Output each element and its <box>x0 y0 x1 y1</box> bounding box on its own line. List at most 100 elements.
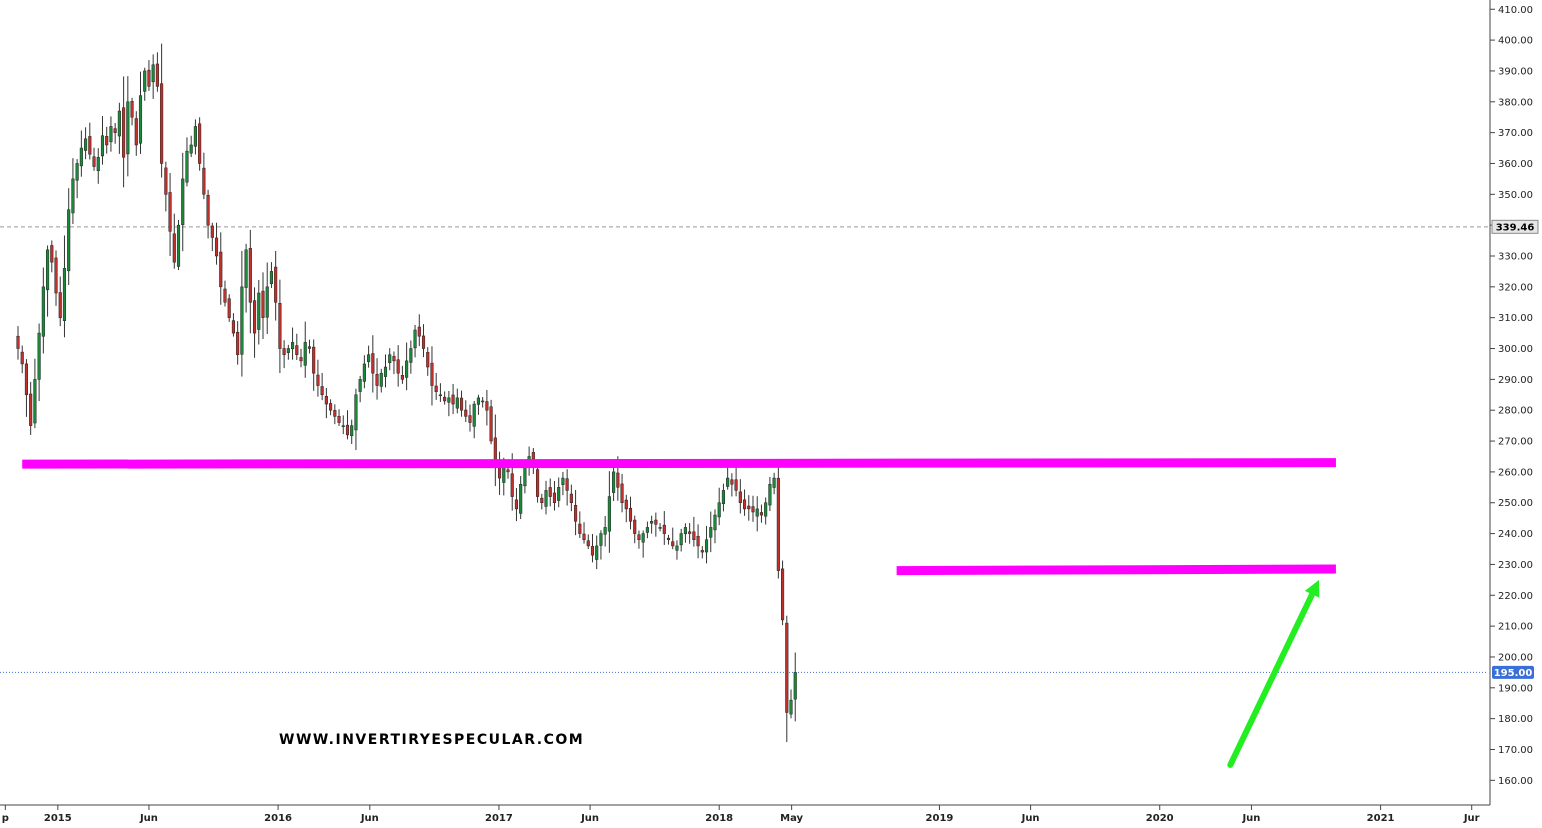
candle <box>20 345 24 374</box>
candle <box>88 122 92 160</box>
time-tick-label: 2020 <box>1146 813 1174 824</box>
candle-body <box>92 156 96 167</box>
candle <box>793 652 797 722</box>
candle <box>713 509 717 544</box>
candle <box>172 213 176 269</box>
candle-body <box>185 150 189 183</box>
candle-body <box>350 425 354 437</box>
candle-body <box>147 69 151 87</box>
candle-body <box>206 194 210 226</box>
candle <box>409 340 413 374</box>
candle <box>603 515 607 547</box>
candle-body <box>447 397 451 403</box>
candle-body <box>430 362 434 386</box>
candle-body <box>582 533 586 541</box>
candle <box>671 527 675 550</box>
candle-body <box>565 478 569 491</box>
candle-body <box>113 128 117 133</box>
candle <box>375 358 379 400</box>
price-tick-label: 250.00 <box>1498 498 1533 509</box>
candle <box>164 161 168 212</box>
candle <box>227 294 231 322</box>
candle-body <box>713 514 717 531</box>
candle <box>219 232 223 305</box>
candle-body <box>176 224 181 267</box>
candle-body <box>62 268 67 321</box>
candle-body <box>409 348 413 363</box>
candle <box>645 521 649 539</box>
candle <box>755 496 759 532</box>
candle-body <box>138 95 143 144</box>
candle-body <box>79 147 83 167</box>
candle-body <box>557 487 561 501</box>
candle-body <box>379 372 383 387</box>
candle <box>117 102 121 154</box>
candle-body <box>776 477 780 571</box>
candle-body <box>362 363 366 382</box>
candle <box>574 490 578 536</box>
projection-arrow-head[interactable] <box>1304 579 1320 598</box>
candle-body <box>219 251 223 288</box>
candle-body <box>265 286 269 318</box>
candle <box>700 546 704 559</box>
candle <box>666 534 671 545</box>
candle-body <box>578 523 582 534</box>
candle <box>776 459 780 579</box>
price-tick-label: 330.00 <box>1498 251 1533 262</box>
candle-body <box>58 292 62 318</box>
candle <box>569 484 573 512</box>
candle <box>688 523 692 544</box>
candle-body <box>291 342 295 350</box>
price-tick-label: 280.00 <box>1498 406 1533 417</box>
candle <box>202 152 206 200</box>
candle <box>198 117 202 171</box>
candle <box>46 245 50 317</box>
candle-body <box>434 385 438 392</box>
support-line[interactable] <box>896 564 1336 576</box>
candle-body <box>468 415 472 423</box>
candle <box>130 97 134 126</box>
candle-body <box>612 471 616 493</box>
candle-body <box>405 360 409 378</box>
candle-body <box>160 83 164 164</box>
candle <box>738 479 742 514</box>
candle-body <box>50 245 54 263</box>
watermark-text: WWW.INVERTIRYESPECULAR.COM <box>279 732 584 748</box>
candle-body <box>734 479 738 491</box>
candle <box>329 399 333 416</box>
candle <box>122 76 126 188</box>
candle-body <box>455 397 459 409</box>
candle <box>367 345 371 368</box>
time-tick-label: May <box>780 813 803 824</box>
candle <box>637 530 641 549</box>
candle-body <box>417 326 421 337</box>
candle-body <box>333 410 337 417</box>
candle <box>721 483 725 512</box>
price-tick-label: 290.00 <box>1498 375 1533 386</box>
projection-arrow-shaft[interactable] <box>1227 591 1316 768</box>
candle <box>269 262 274 288</box>
candle-body <box>214 237 219 257</box>
candle-body <box>700 550 704 553</box>
candle <box>628 496 633 530</box>
candle-body <box>155 63 159 87</box>
candle-body <box>193 126 197 147</box>
resistance-line[interactable] <box>22 458 1336 469</box>
candle <box>751 495 755 522</box>
price-tick-label: 220.00 <box>1498 591 1533 602</box>
candle <box>265 262 269 334</box>
candle <box>223 280 227 307</box>
price-tick-label: 400.00 <box>1498 36 1533 47</box>
candle-body <box>100 135 105 157</box>
candle <box>717 487 721 526</box>
candle-body <box>514 499 519 510</box>
time-tick-label: Jur <box>1463 813 1480 824</box>
candle-body <box>320 386 324 396</box>
candle-body <box>426 352 430 368</box>
candle-body <box>46 249 50 291</box>
candle-body <box>650 520 654 524</box>
candle <box>71 158 75 225</box>
candle <box>50 240 54 273</box>
